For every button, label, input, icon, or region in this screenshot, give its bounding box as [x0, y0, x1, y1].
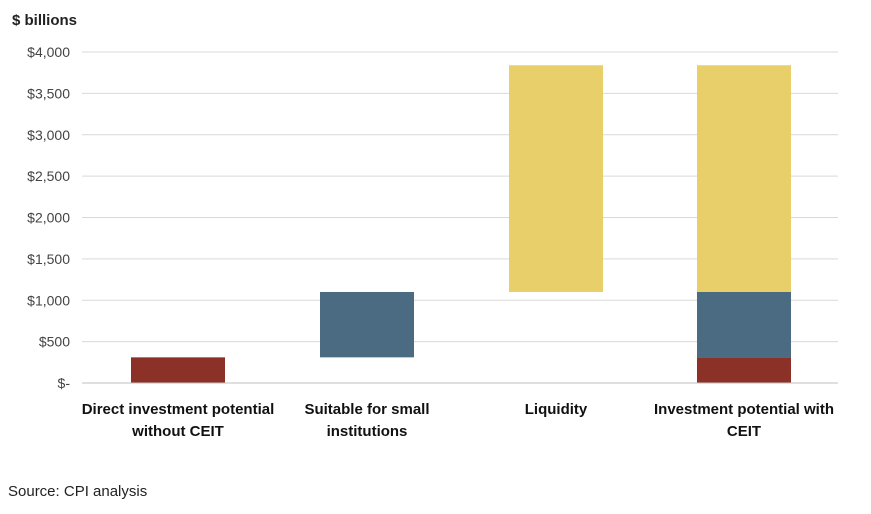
y-tick-label: $3,500 [27, 85, 70, 101]
category-labels: Direct investment potential without CEIT S… [82, 401, 834, 440]
y-tick-label: $3,000 [27, 127, 70, 143]
y-tick-label: $1,000 [27, 292, 70, 308]
y-axis-ticks: $- $500 $1,000 $1,500 $2,000 $2,500 $3,000 $3,5… [27, 44, 70, 391]
category-label: Liquidity [525, 401, 588, 418]
bars [131, 65, 791, 383]
y-axis-unit-label: $ billions [12, 12, 78, 29]
category-label: Investment potential with [654, 401, 834, 418]
y-tick-label: $1,500 [27, 251, 70, 267]
category-label: Suitable for small [304, 401, 429, 418]
waterfall-chart: $- $500 $1,000 $1,500 $2,000 $2,500 $3,000 $3,5… [27, 44, 838, 440]
bar-segment [320, 291, 414, 358]
category-label: without CEIT [131, 423, 224, 440]
source-note: Source: CPI analysis [8, 483, 148, 500]
bar-segment [131, 357, 225, 383]
bar-segment [697, 357, 791, 383]
category-label: CEIT [727, 423, 761, 440]
y-tick-label: $500 [39, 334, 70, 350]
category-label: institutions [327, 423, 408, 440]
bar-segment [509, 65, 603, 292]
y-tick-label: $- [58, 375, 71, 391]
y-tick-label: $4,000 [27, 44, 70, 60]
y-tick-label: $2,500 [27, 168, 70, 184]
bar-segment [697, 65, 791, 292]
y-tick-label: $2,000 [27, 210, 70, 226]
bar-segment [697, 291, 791, 358]
category-label: Direct investment potential [82, 401, 275, 418]
